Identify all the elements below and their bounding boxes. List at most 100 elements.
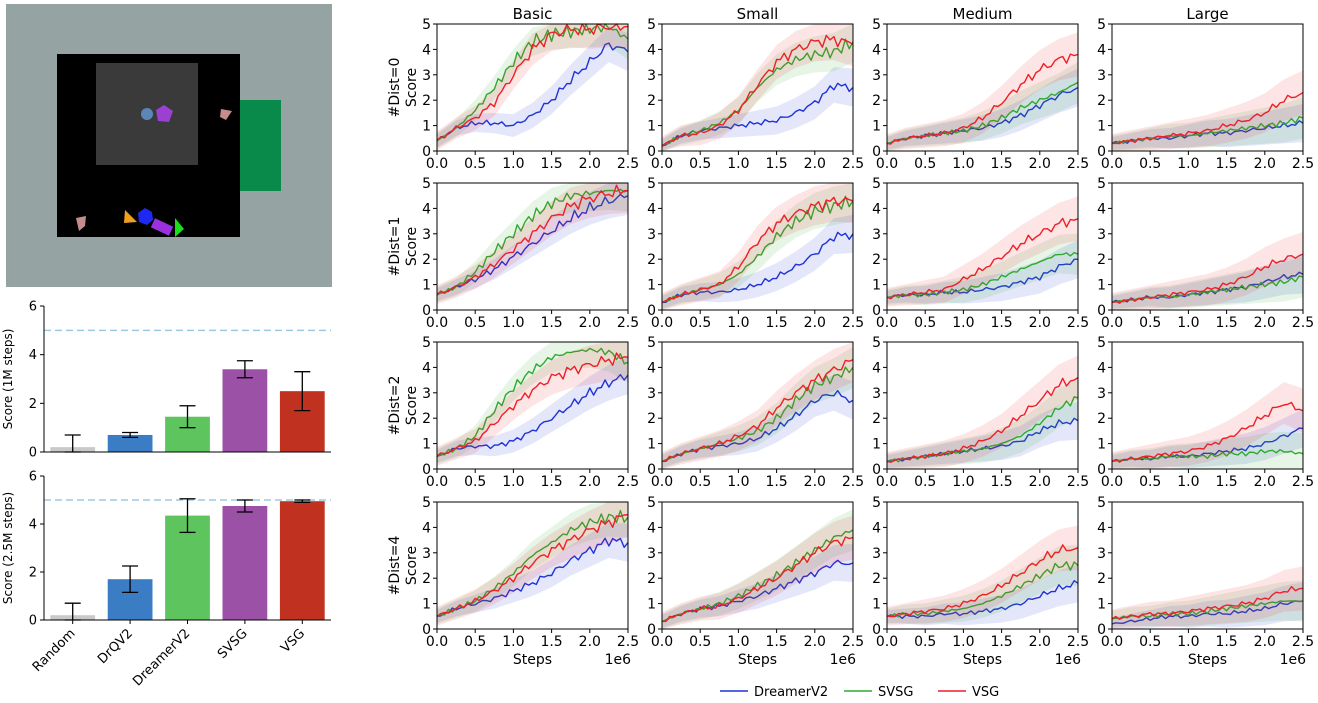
x-tick-label: 2.5 xyxy=(1067,156,1089,172)
x-tick-label: 2.0 xyxy=(1254,474,1276,490)
x-tick-label: 0.5 xyxy=(464,634,486,650)
environment-view xyxy=(6,4,332,287)
y-axis-label: Score xyxy=(404,546,420,585)
bar-charts: 0 2 4 6 Score (1M steps) Random DrQV2DreamerV2… xyxy=(1,300,331,689)
row-label: #Dist=4 xyxy=(387,536,403,596)
x-multiplier: 1e6 xyxy=(830,652,857,668)
x-tick-label: 1.5 xyxy=(540,474,562,490)
x-tick-label: 2.0 xyxy=(1254,634,1276,650)
y-tick-label: 0 xyxy=(872,462,881,478)
y-tick-label: 4 xyxy=(647,360,656,376)
x-tick-label: 1.5 xyxy=(1215,634,1237,650)
y-tick-label: 5 xyxy=(1097,335,1106,351)
x-tick-label: 0.5 xyxy=(464,474,486,490)
y-tick-label: 0 xyxy=(872,622,881,638)
axes-frame xyxy=(1111,182,1304,311)
confidence-band xyxy=(662,346,853,469)
confidence-band xyxy=(887,61,1078,151)
y-tick-label: 0 xyxy=(647,462,656,478)
y-tick-label: 3 xyxy=(1097,227,1106,243)
y-tick-label: 0 xyxy=(422,622,431,638)
y-tick-label: 2 xyxy=(29,566,37,581)
confidence-band xyxy=(662,509,853,629)
x-tick-label: 2.5 xyxy=(842,634,864,650)
x-tick-label: 0.0 xyxy=(876,156,898,172)
series-line-vsg xyxy=(886,53,1079,145)
y-tick-label: 1 xyxy=(1097,278,1106,294)
y-tick-label: 0 xyxy=(29,614,37,629)
y-tick-label: 1 xyxy=(422,278,431,294)
x-tick-label: 2.0 xyxy=(804,315,826,331)
x-tick-label: 2.5 xyxy=(842,156,864,172)
x-tick-label: 2.5 xyxy=(617,634,639,650)
panel-Dist=2-medium: 0 1 2 3 4 5 0.0 0.5 1.0 1.5 2.0 2.5 xyxy=(872,335,1089,490)
x-tick-label: 0.0 xyxy=(876,315,898,331)
x-tick-label: 1.0 xyxy=(952,634,974,650)
panel-Dist=0-small: 0 1 2 3 4 5 0.0 0.5 1.0 1.5 2.0 2.5 xyxy=(647,17,864,172)
y-tick-label: 3 xyxy=(872,386,881,402)
x-tick-label: 0.5 xyxy=(914,634,936,650)
pink-distractor-left xyxy=(76,216,86,231)
purple-pentagon xyxy=(156,105,173,122)
column-title: Small xyxy=(737,5,779,23)
series-line-vsg xyxy=(436,184,629,296)
x-tick-label: 2.5 xyxy=(1292,315,1314,331)
series-line-dreamerv2 xyxy=(436,193,629,296)
x-tick-label: 2.0 xyxy=(1029,474,1051,490)
x-tick-label: 1.0 xyxy=(1177,634,1199,650)
y-tick-label: 0 xyxy=(647,303,656,319)
series-line-svsg xyxy=(436,347,629,457)
y-tick-label: 5 xyxy=(422,17,431,33)
row-label: #Dist=1 xyxy=(387,217,403,277)
x-tick-label: 0.5 xyxy=(689,156,711,172)
x-tick-label: 0.5 xyxy=(689,315,711,331)
series-line-vsg xyxy=(1111,585,1304,620)
purple-block xyxy=(150,218,174,236)
x-tick-label: 0.0 xyxy=(1101,474,1123,490)
x-tick-label: 1.0 xyxy=(727,634,749,650)
series-line-vsg xyxy=(1111,401,1304,463)
series-line-svsg xyxy=(436,509,629,617)
y-tick-label: 3 xyxy=(872,546,881,562)
series-line-dreamerv2 xyxy=(886,580,1079,619)
series-line-svsg xyxy=(1111,449,1304,463)
axes-frame xyxy=(886,501,1079,630)
x-tick-label: 0.5 xyxy=(689,474,711,490)
series-line-vsg xyxy=(662,536,854,623)
series-line-vsg xyxy=(661,359,854,463)
learning-curve-grid: Basic Small Medium Large 0 1 2 3 4 5 0.0 0.5 1.0 1.5 2… xyxy=(387,5,1314,700)
y-tick-label: 5 xyxy=(1097,495,1106,511)
x-axis-label: Steps xyxy=(738,652,777,668)
panel-Dist=1-large: 0 1 2 3 4 5 0.0 0.5 1.0 1.5 2.0 2.5 xyxy=(1097,176,1314,331)
confidence-band xyxy=(887,401,1078,468)
series-line-vsg xyxy=(436,23,629,142)
y-tick-label: 1 xyxy=(1097,597,1106,613)
y-tick-label: 5 xyxy=(647,495,656,511)
y-tick-label: 2 xyxy=(647,93,656,109)
x-tick-label: 0.0 xyxy=(426,634,448,650)
goal-region xyxy=(240,100,281,191)
x-tick-label: 0.0 xyxy=(426,156,448,172)
orange-triangle xyxy=(124,210,137,223)
confidence-band xyxy=(437,342,628,466)
x-tick-label: 2.5 xyxy=(1292,474,1314,490)
x-tick-label: 2.5 xyxy=(617,156,639,172)
confidence-band xyxy=(437,26,628,148)
pink-distractor-right xyxy=(220,109,232,120)
x-tick-label: 0.0 xyxy=(651,156,673,172)
series-line-svsg xyxy=(1111,275,1304,304)
y-tick-label: 4 xyxy=(422,201,431,217)
y-tick-label: 2 xyxy=(647,571,656,587)
x-tick-label: 2.5 xyxy=(617,315,639,331)
axes-frame xyxy=(886,182,1079,311)
y-tick-label: 3 xyxy=(647,386,656,402)
x-tick-label: 0.5 xyxy=(1139,315,1161,331)
series-line-svsg xyxy=(1111,115,1304,145)
panel-Dist=0-basic: 0 1 2 3 4 5 0.0 0.5 1.0 1.5 2.0 2.5 #Dist=0 Score xyxy=(387,17,639,172)
x-axis-label: Steps xyxy=(1188,652,1227,668)
x-tick-label: 0.0 xyxy=(876,474,898,490)
x-tick-label: 0.0 xyxy=(651,315,673,331)
y-tick-label: 3 xyxy=(872,227,881,243)
y-tick-label: 5 xyxy=(1097,17,1106,33)
